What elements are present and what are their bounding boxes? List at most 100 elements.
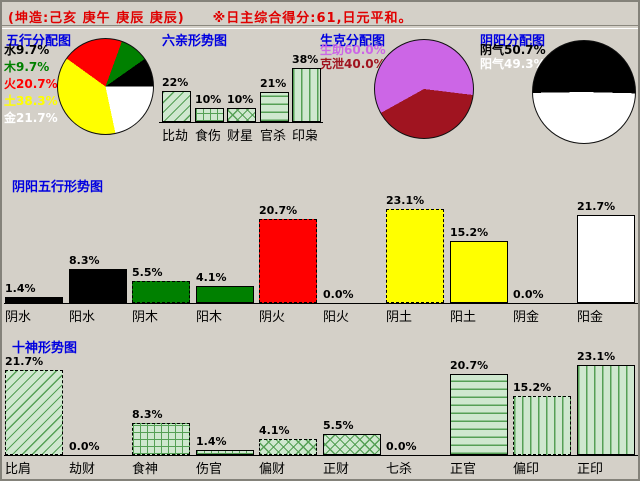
bar-比肩 (5, 370, 63, 455)
five-elements-legend: 水9.7% 木9.7% 火20.7% 土38.3% 金21.7% (4, 42, 58, 127)
bar-category-label: 阴木 (132, 310, 159, 325)
shengke-legend: 生助60.0% 克泄40.0% (320, 43, 386, 71)
five-elements-pie-chart (57, 38, 154, 135)
legend-item: 克泄40.0% (320, 57, 386, 71)
bar-value-label: 20.7% (450, 359, 489, 372)
legend-item: 火20.7% (4, 77, 58, 91)
bar-正官 (450, 374, 508, 455)
bar-value-label: 38% (292, 53, 319, 66)
five-elements-title: 五行分配图 (6, 34, 72, 49)
legend-item: 阳气49.3% (480, 57, 546, 71)
legend-item: 生助60.0% (320, 43, 386, 57)
legend-item: 阴气50.7% (480, 43, 546, 57)
bar-官杀 (260, 92, 289, 122)
bar-阴水 (5, 297, 63, 303)
shengke-pie-chart (374, 39, 474, 139)
bar-value-label: 15.2% (513, 381, 552, 394)
bar-阳金 (577, 215, 635, 303)
bar-category-label: 官杀 (260, 129, 287, 144)
bar-阳水 (69, 269, 127, 303)
bar-value-label: 23.1% (577, 350, 616, 363)
axis-line (159, 122, 323, 123)
bar-value-label: 5.5% (132, 266, 163, 279)
bar-偏印 (513, 396, 571, 455)
bar-比劫 (162, 91, 191, 122)
bar-value-label: 0.0% (323, 288, 354, 301)
bar-category-label: 比劫 (162, 129, 189, 144)
bar-value-label: 21.7% (577, 200, 616, 213)
bar-value-label: 10% (195, 93, 222, 106)
bar-category-label: 阳土 (450, 310, 477, 325)
bar-category-label: 阴火 (259, 310, 286, 325)
yinyang-five-title: 阴阳五行形势图 (12, 180, 104, 195)
bar-value-label: 20.7% (259, 204, 298, 217)
bar-value-label: 8.3% (69, 254, 100, 267)
bar-value-label: 4.1% (196, 271, 227, 284)
axis-line (4, 455, 638, 456)
bar-category-label: 食神 (132, 462, 159, 477)
bar-category-label: 阴土 (386, 310, 413, 325)
yinyang-legend: 阴气50.7% 阳气49.3% (480, 43, 546, 71)
bar-正财 (323, 434, 381, 455)
bar-value-label: 15.2% (450, 226, 489, 239)
bar-value-label: 22% (162, 76, 189, 89)
ten-gods-title: 十神形势图 (12, 341, 78, 356)
bar-category-label: 阴水 (5, 310, 32, 325)
bar-category-label: 比肩 (5, 462, 32, 477)
bar-食伤 (195, 108, 224, 122)
bar-category-label: 食伤 (195, 129, 222, 144)
bar-category-label: 正官 (450, 462, 477, 477)
bazi-header-text: (坤造:己亥 庚午 庚辰 庚辰) ※日主综合得分:61,日元平和。 (8, 11, 413, 26)
bar-value-label: 5.5% (323, 419, 354, 432)
header-separator (2, 25, 638, 29)
bar-category-label: 阴金 (513, 310, 540, 325)
bar-正印 (577, 365, 635, 455)
bar-value-label: 1.4% (196, 435, 227, 448)
axis-line (4, 303, 638, 304)
bar-category-label: 阳火 (323, 310, 350, 325)
shengke-title: 生克分配图 (320, 34, 386, 49)
legend-item: 水9.7% (4, 43, 50, 57)
bar-value-label: 23.1% (386, 194, 425, 207)
bar-category-label: 正财 (323, 462, 350, 477)
bar-阳土 (450, 241, 508, 303)
bar-伤官 (196, 450, 254, 455)
bar-阴火 (259, 219, 317, 303)
legend-item: 金21.7% (4, 111, 58, 125)
bar-category-label: 劫财 (69, 462, 96, 477)
bar-category-label: 阳水 (69, 310, 96, 325)
bar-value-label: 0.0% (513, 288, 544, 301)
bar-category-label: 阳金 (577, 310, 604, 325)
bar-category-label: 财星 (227, 129, 254, 144)
bar-value-label: 1.4% (5, 282, 36, 295)
bar-阴木 (132, 281, 190, 303)
bar-value-label: 4.1% (259, 424, 290, 437)
bar-食神 (132, 423, 190, 455)
bar-category-label: 印枭 (292, 129, 319, 144)
bar-value-label: 0.0% (69, 440, 100, 453)
bar-偏财 (259, 439, 317, 455)
bar-category-label: 伤官 (196, 462, 223, 477)
bar-category-label: 偏财 (259, 462, 286, 477)
bar-category-label: 阳木 (196, 310, 223, 325)
bar-阴土 (386, 209, 444, 303)
bar-财星 (227, 108, 256, 122)
bar-category-label: 偏印 (513, 462, 540, 477)
legend-item: 木9.7% (4, 60, 50, 74)
bar-category-label: 正印 (577, 462, 604, 477)
bar-value-label: 0.0% (386, 440, 417, 453)
bar-value-label: 21.7% (5, 355, 44, 368)
six-relations-title: 六亲形势图 (162, 34, 228, 49)
bar-value-label: 8.3% (132, 408, 163, 421)
bar-value-label: 21% (260, 77, 287, 90)
bar-印枭 (292, 68, 321, 122)
bar-value-label: 10% (227, 93, 254, 106)
legend-item: 土38.3% (4, 94, 58, 108)
yinyang-pie-chart (532, 40, 636, 144)
yinyang-title: 阴阳分配图 (480, 34, 546, 49)
bar-阳木 (196, 286, 254, 303)
